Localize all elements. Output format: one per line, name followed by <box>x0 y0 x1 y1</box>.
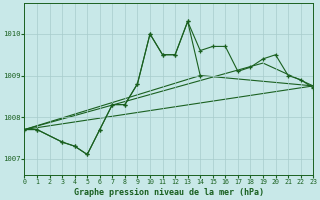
X-axis label: Graphe pression niveau de la mer (hPa): Graphe pression niveau de la mer (hPa) <box>74 188 264 197</box>
